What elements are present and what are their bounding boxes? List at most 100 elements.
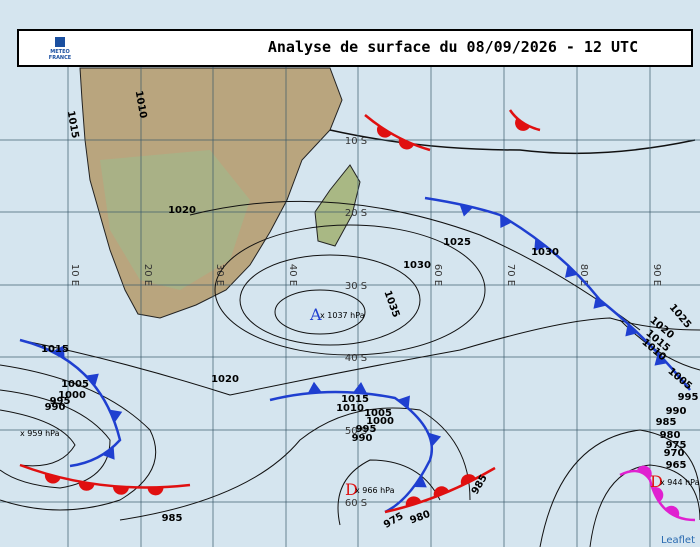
isobar [274, 289, 366, 335]
cold-front-symbol [593, 296, 607, 309]
front-mark [460, 474, 476, 486]
isobar [0, 409, 76, 467]
center-pressure: x 944 hPa [660, 478, 700, 487]
lon-label: 90 E [651, 264, 662, 286]
warm-front-symbol [460, 474, 476, 486]
front [424, 196, 691, 391]
isobar [239, 254, 421, 346]
isobar [337, 459, 441, 526]
isobar-label: 1000 [366, 416, 394, 427]
front-mark [500, 215, 513, 229]
isobar-label: 1015 [41, 344, 69, 355]
front [508, 109, 541, 132]
isobar-label: 1005 [61, 379, 89, 390]
cold-front-symbol [52, 345, 65, 359]
center-letter: D [345, 480, 358, 499]
warm-front-symbol [44, 473, 61, 484]
warm-front-symbol [78, 481, 95, 491]
front-mark [459, 204, 474, 217]
front-mark [664, 505, 680, 519]
front-mark [433, 486, 450, 498]
isobars [0, 200, 700, 548]
isobar [19, 317, 700, 396]
isobar-label: 1000 [58, 390, 86, 401]
front-mark [625, 323, 638, 337]
front-mark [147, 487, 164, 496]
front-mark [534, 238, 547, 252]
warm-front-symbol [515, 118, 530, 131]
isobar [119, 407, 471, 521]
fronts [19, 109, 696, 522]
isobar [0, 389, 111, 489]
lon-label: 60 E [432, 264, 443, 286]
cold-front-symbol [500, 215, 513, 229]
cold-front-symbol [413, 475, 427, 488]
cold-front-symbol [428, 432, 442, 447]
front-mark [636, 465, 652, 478]
center-letter: D [650, 472, 663, 491]
warm-front-symbol [433, 486, 450, 498]
lon-label: 70 E [505, 264, 516, 286]
logo-text: METEO [50, 49, 69, 55]
front-mark [376, 125, 392, 138]
front-mark [405, 496, 422, 507]
cold-front-symbol [85, 373, 99, 387]
isobar-label: 1005 [364, 408, 392, 419]
attribution[interactable]: Leaflet [661, 535, 695, 546]
cold-front-symbol [307, 381, 322, 394]
cold-front-symbol [397, 395, 411, 409]
lat-label: 60 S [345, 498, 367, 509]
isobar-label: 975 [666, 440, 687, 451]
front-mark [109, 409, 123, 423]
warm-front-symbol [405, 496, 422, 507]
front-mark [78, 481, 95, 491]
warm-front-symbol [398, 138, 415, 150]
isobar-label: 1020 [211, 374, 239, 385]
isobar [589, 464, 700, 548]
header-box [17, 29, 693, 67]
front [19, 338, 122, 468]
front-mark [593, 296, 607, 309]
center-pressure: x 1037 hPa [320, 311, 365, 320]
front-mark [102, 446, 115, 460]
logo-icon [55, 37, 65, 47]
graticule: 10 S 20 S 30 S 40 S 50 S 60 S 10 E 20 E 30 E 40 E… [0, 66, 700, 547]
isobar-label: 1015 [65, 110, 81, 139]
map-title: Analyse de surface du 08/09/2026 - 12 UT… [268, 38, 638, 56]
isobar-label: 1010 [336, 403, 364, 414]
warm-front-symbol [113, 486, 129, 495]
front-mark [515, 118, 530, 131]
center-pressure: x 959 hPa [20, 429, 60, 438]
cold-front-symbol [102, 446, 115, 460]
cold-front-symbol [353, 382, 368, 394]
lat-label: 50 S [345, 426, 367, 437]
isobar-label: 1015 [341, 394, 369, 405]
cold-front-symbol [459, 204, 474, 217]
front-mark [397, 395, 411, 409]
front [19, 463, 191, 489]
lon-label: 10 E [69, 264, 80, 286]
warm-front-symbol [664, 505, 680, 519]
isobar-label: 1010 [133, 90, 149, 119]
front-mark [651, 487, 664, 503]
lat-label: 10 S [345, 136, 367, 147]
front-mark [44, 473, 61, 484]
isobar-label: 970 [664, 448, 685, 459]
front-mark [113, 486, 129, 495]
lon-label: 80 E [578, 264, 589, 286]
cold-front-symbol [654, 353, 668, 366]
front-mark [398, 138, 415, 150]
cold-front-symbol [564, 264, 578, 278]
front-mark [85, 373, 99, 387]
front-mark [654, 353, 668, 366]
front-mark [52, 345, 65, 359]
lat-label: 30 S [345, 281, 367, 292]
isobar-label: 995 [356, 424, 377, 435]
isobar-label: 980 [660, 430, 681, 441]
isobar-label: 990 [352, 433, 373, 444]
lon-label: 30 E [214, 264, 225, 286]
center-letter: A [309, 305, 322, 324]
lon-label: 40 E [287, 264, 298, 286]
isobar-label: 1025 [443, 237, 471, 248]
